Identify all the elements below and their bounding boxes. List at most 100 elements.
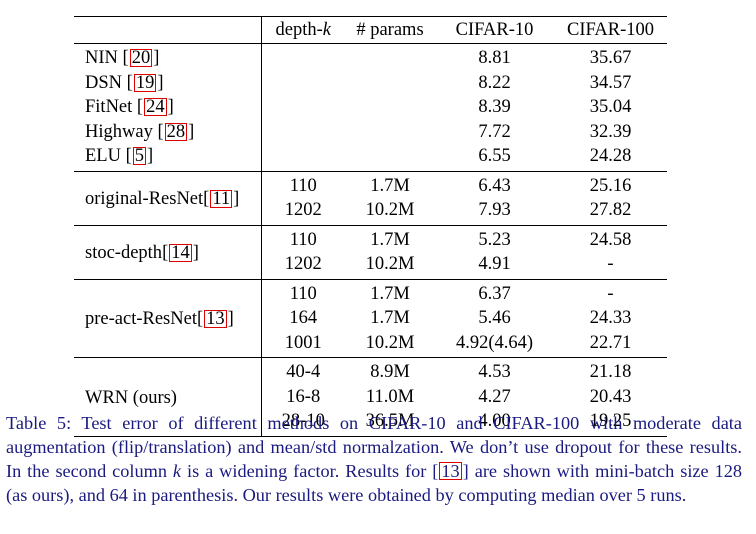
depth-cell: 110 — [289, 175, 317, 196]
caption-text-2: is a widening factor. Results for [ — [181, 461, 439, 481]
depth-cell: 16-8 — [286, 386, 321, 407]
params-cell: 1.7M — [370, 283, 410, 304]
table-row: WRN (ours) 40-4 8.9M 4.53 21.18 — [74, 357, 667, 436]
cifar100-cell: 20.43 — [589, 386, 632, 407]
method-cell: original-ResNet[11] — [74, 171, 262, 225]
caption-text-1: Table 5: Test error of different methods… — [6, 413, 742, 481]
group-baselines: NIN [20] 8.81 35.67 DSN [19] 8.22 34.57 … — [74, 43, 667, 171]
citation-link[interactable]: 19 — [133, 72, 157, 93]
params-cell: 10.2M — [365, 200, 415, 220]
depth-cell: 40-4 — [286, 362, 321, 382]
method-cell: pre-act-ResNet[13] — [74, 279, 262, 358]
depth-cell: 1001 — [284, 332, 322, 353]
cifar10-cell: 6.43 — [478, 175, 511, 196]
cifar10-cell: 4.92(4.64) — [455, 332, 534, 353]
depth-cell — [261, 44, 345, 71]
cifar10-cell: 4.91 — [478, 254, 511, 274]
method-cell: WRN (ours) — [74, 357, 262, 436]
group-pre-act-resnet: pre-act-ResNet[13] 110 1.7M 6.37 - 164 1… — [74, 279, 667, 358]
cifar10-cell: 8.81 — [478, 48, 511, 68]
group-original-resnet: original-ResNet[11] 110 1.7M 6.43 25.16 … — [74, 171, 667, 225]
depth-cell — [261, 71, 345, 96]
citation-link[interactable]: 20 — [129, 48, 153, 68]
table-row: Highway [28] 7.72 32.39 — [74, 119, 667, 145]
depth-cell: 28-10 — [281, 411, 325, 431]
table-row: 164 1.7M 5.46 24.33 — [74, 306, 667, 331]
method-cell: NIN [20] — [74, 43, 262, 71]
table-row: pre-act-ResNet[13] 110 1.7M 6.37 - — [74, 279, 667, 358]
method-cell: stoc-depth[14] — [74, 225, 262, 279]
group-stoc-depth: stoc-depth[14] 110 1.7M 5.23 24.58 1202 … — [74, 225, 667, 279]
table-row: NIN [20] 8.81 35.67 — [74, 43, 667, 71]
cifar100-cell: 32.39 — [589, 121, 632, 142]
table-row: 1001 10.2M 4.92(4.64) 22.71 — [74, 331, 667, 358]
citation-link[interactable]: 14 — [169, 242, 192, 263]
cifar10-cell: 5.23 — [478, 229, 511, 250]
cifar100-cell: 35.67 — [589, 48, 632, 68]
params-cell: 36.5M — [365, 411, 415, 431]
depth-cell: 110 — [289, 229, 317, 250]
header-method — [74, 16, 262, 44]
depth-cell — [261, 95, 345, 120]
header-params: # params — [356, 19, 424, 40]
method-cell: ELU [5] — [74, 144, 262, 171]
method-cell: DSN [19] — [74, 70, 262, 95]
citation-link[interactable]: 11 — [210, 188, 233, 209]
header-cifar10: CIFAR-10 — [455, 19, 534, 40]
cifar10-cell: 6.37 — [478, 283, 511, 304]
header-depth-prefix: depth- — [275, 19, 323, 40]
header-depth: depth-k — [261, 17, 345, 44]
cifar100-cell: 24.58 — [589, 229, 632, 250]
depth-cell: 110 — [289, 283, 317, 304]
params-cell: 1.7M — [370, 175, 410, 196]
params-cell: 11.0M — [365, 386, 415, 407]
cifar10-cell: 6.55 — [478, 146, 511, 166]
depth-cell: 1202 — [284, 254, 322, 274]
cifar100-cell: - — [607, 254, 614, 274]
cifar10-cell: 7.93 — [478, 200, 511, 220]
depth-cell: 164 — [289, 308, 318, 328]
params-cell — [345, 71, 435, 96]
params-cell: 8.9M — [370, 362, 410, 382]
params-cell — [345, 44, 435, 71]
table-row: ELU [5] 6.55 24.28 — [74, 144, 667, 171]
table-row: stoc-depth[14] 110 1.7M 5.23 24.58 — [74, 225, 667, 279]
caption-citation-link[interactable]: 13 — [439, 461, 462, 481]
citation-link[interactable]: 28 — [164, 121, 188, 142]
cifar100-cell: 24.33 — [589, 308, 632, 328]
cifar10-cell: 4.53 — [478, 362, 511, 382]
citation-link[interactable]: 13 — [204, 309, 227, 329]
results-table: depth-k # params CIFAR-10 CIFAR-100 NIN … — [74, 16, 667, 437]
header-depth-k: k — [322, 19, 331, 40]
cifar10-cell: 8.39 — [478, 97, 511, 117]
depth-cell — [261, 144, 345, 171]
cifar10-cell: 8.22 — [478, 72, 511, 93]
params-cell: 10.2M — [365, 332, 415, 353]
params-cell: 1.7M — [370, 308, 410, 328]
citation-link[interactable]: 24 — [144, 97, 167, 117]
params-cell: 10.2M — [365, 254, 415, 274]
cifar100-cell: 35.04 — [589, 97, 632, 117]
params-cell — [345, 144, 435, 171]
cifar10-cell: 5.46 — [478, 308, 511, 328]
table-row: 28-10 36.5M 4.00 19.25 — [74, 409, 667, 436]
cifar100-cell: 22.71 — [589, 332, 632, 353]
table-row: FitNet [24] 8.39 35.04 — [74, 95, 667, 120]
params-cell — [345, 95, 435, 120]
cifar100-cell: - — [607, 283, 614, 304]
cifar10-cell: 7.72 — [478, 121, 511, 142]
depth-cell — [261, 120, 345, 145]
cifar100-cell: 27.82 — [589, 200, 632, 220]
cifar100-cell: 25.16 — [589, 175, 632, 196]
cifar100-cell: 24.28 — [589, 146, 632, 166]
caption-k-symbol: k — [172, 461, 182, 481]
cifar10-best-cell: 4.00 — [478, 411, 511, 431]
citation-link[interactable]: 5 — [132, 146, 147, 166]
header-row: depth-k # params CIFAR-10 CIFAR-100 — [74, 16, 667, 44]
table-caption: Table 5: Test error of different methods… — [6, 411, 742, 507]
table-row: original-ResNet[11] 110 1.7M 6.43 25.16 — [74, 171, 667, 225]
cifar100-best-cell: 19.25 — [589, 411, 632, 431]
method-cell: FitNet [24] — [74, 95, 262, 120]
table-row: 16-8 11.0M 4.27 20.43 — [74, 385, 667, 410]
cifar10-cell: 4.27 — [478, 386, 511, 407]
